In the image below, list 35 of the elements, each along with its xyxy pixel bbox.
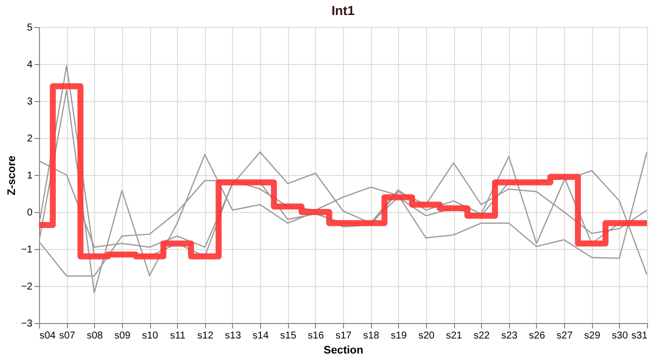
x-tick-label: s26 — [528, 330, 546, 342]
x-tick-label: s23 — [501, 330, 518, 342]
x-tick-label: s30 — [612, 330, 628, 342]
x-tick-label: s18 — [363, 330, 380, 342]
x-tick-label: s19 — [390, 330, 408, 342]
x-tick-label: s31 — [631, 330, 648, 342]
x-tick-label: s12 — [197, 330, 214, 342]
y-axis-title: Z-score — [6, 156, 18, 196]
chart-title: Int1 — [331, 3, 355, 18]
y-tick-label: 3 — [26, 96, 33, 108]
x-tick-label: s27 — [556, 330, 574, 342]
y-tick-label: −1 — [21, 244, 33, 256]
x-tick-label: s17 — [335, 330, 352, 342]
x-tick-label: s08 — [86, 330, 104, 342]
y-tick-label: 5 — [26, 22, 33, 34]
x-tick-label: s11 — [170, 330, 186, 342]
x-tick-label: s13 — [224, 330, 242, 342]
y-tick-label: −2 — [21, 282, 33, 292]
x-tick-label: s09 — [114, 330, 131, 342]
x-tick-label: s10 — [142, 330, 159, 342]
x-axis-title: Section — [324, 344, 364, 356]
x-tick-label: s16 — [308, 330, 324, 342]
x-tick-label: s15 — [280, 330, 297, 342]
y-tick-label: 1 — [26, 170, 33, 182]
x-tick-label: s07 — [59, 330, 76, 342]
y-tick-label: 2 — [26, 134, 33, 144]
x-tick-label: s21 — [446, 330, 463, 342]
y-tick-label: 4 — [26, 60, 33, 70]
x-tick-label: s22 — [474, 330, 490, 342]
x-tick-label: s14 — [252, 330, 270, 342]
y-tick-label: −3 — [21, 318, 33, 330]
x-tick-label: s04 — [40, 330, 56, 342]
x-tick-label: s20 — [418, 330, 435, 342]
x-tick-label: s29 — [584, 330, 601, 342]
y-tick-label: 0 — [26, 208, 33, 218]
